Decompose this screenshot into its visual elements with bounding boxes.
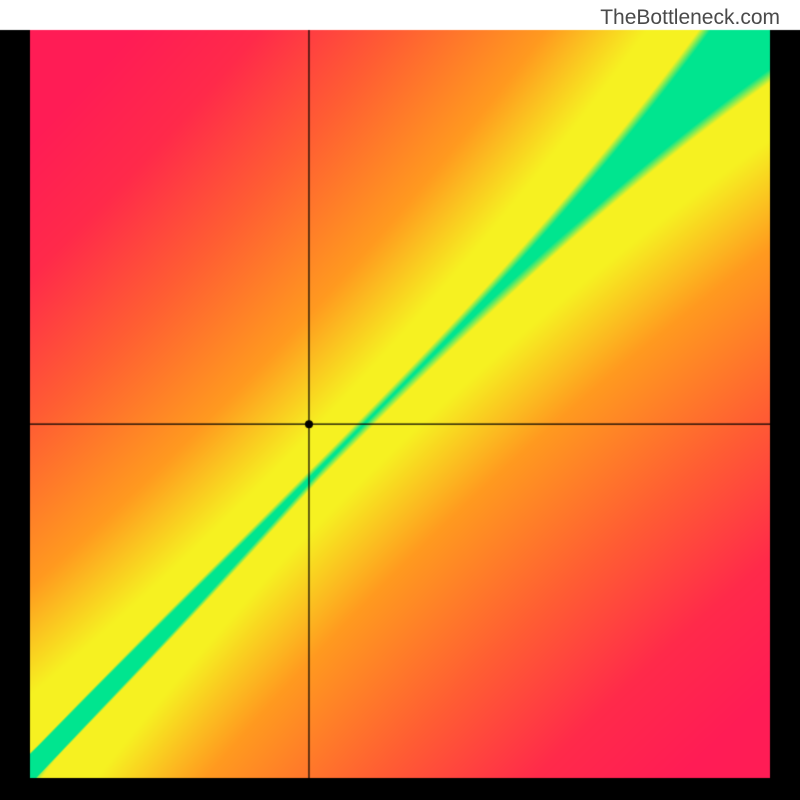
chart-container: TheBottleneck.com [0,0,800,800]
attribution-text: TheBottleneck.com [600,6,780,30]
bottleneck-heatmap [0,0,800,800]
